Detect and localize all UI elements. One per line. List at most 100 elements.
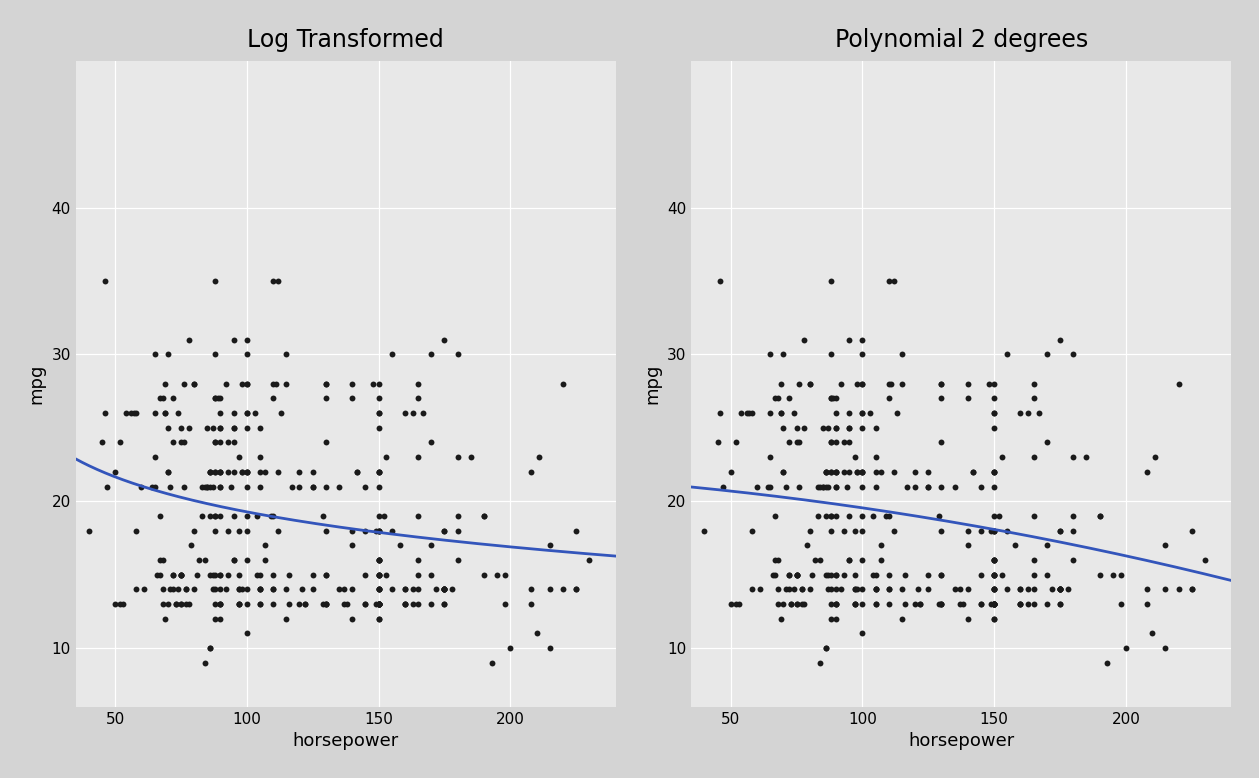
Point <box>816 480 836 492</box>
Point <box>826 510 846 522</box>
Point <box>237 465 257 478</box>
Point <box>729 598 749 610</box>
Point <box>997 348 1017 360</box>
Point <box>821 348 841 360</box>
Point <box>521 598 541 610</box>
Point <box>237 583 257 595</box>
Point <box>1168 377 1188 390</box>
Point <box>821 612 841 625</box>
Point <box>421 598 441 610</box>
Point <box>150 569 170 581</box>
Point <box>852 524 872 537</box>
Point <box>526 627 546 640</box>
Point <box>1050 598 1070 610</box>
Point <box>720 598 740 610</box>
Point <box>256 554 276 566</box>
Point <box>191 510 212 522</box>
Point <box>840 407 860 419</box>
Point <box>694 524 714 537</box>
Point <box>232 465 252 478</box>
Point <box>710 275 730 287</box>
Point <box>1042 583 1063 595</box>
Point <box>171 569 191 581</box>
Point <box>369 598 389 610</box>
Point <box>205 392 225 405</box>
Point <box>123 407 144 419</box>
Point <box>985 583 1005 595</box>
Point <box>316 392 336 405</box>
Point <box>104 598 125 610</box>
Point <box>189 554 209 566</box>
Point <box>840 510 860 522</box>
Point <box>369 612 389 625</box>
Point <box>794 334 815 346</box>
Point <box>249 465 269 478</box>
Point <box>157 598 178 610</box>
Point <box>787 422 807 434</box>
Point <box>833 569 854 581</box>
Point <box>218 524 238 537</box>
Point <box>905 465 925 478</box>
Point <box>395 598 415 610</box>
Point <box>205 436 225 449</box>
Point <box>229 524 249 537</box>
Point <box>944 480 964 492</box>
Point <box>195 554 215 566</box>
Point <box>1036 598 1056 610</box>
Point <box>932 377 952 390</box>
Point <box>990 510 1010 522</box>
Point <box>376 451 397 464</box>
Point <box>329 480 349 492</box>
Point <box>1019 598 1039 610</box>
Point <box>200 465 220 478</box>
Point <box>184 524 204 537</box>
Point <box>963 465 983 478</box>
Point <box>985 598 1005 610</box>
Point <box>369 392 389 405</box>
Point <box>218 436 238 449</box>
Point <box>768 583 788 595</box>
Point <box>894 569 914 581</box>
Point <box>157 348 178 360</box>
Point <box>263 583 283 595</box>
Point <box>210 569 230 581</box>
Point <box>169 407 189 419</box>
Point <box>174 480 194 492</box>
Point <box>985 598 1005 610</box>
Point <box>495 598 515 610</box>
Point <box>369 554 389 566</box>
Point <box>1050 583 1070 595</box>
Point <box>97 480 117 492</box>
Point <box>826 583 846 595</box>
Point <box>237 422 257 434</box>
Point <box>881 377 901 390</box>
Point <box>369 569 389 581</box>
Point <box>898 480 918 492</box>
Point <box>826 465 846 478</box>
Point <box>1024 598 1044 610</box>
Point <box>826 569 846 581</box>
Point <box>434 583 454 595</box>
Point <box>200 642 220 654</box>
Point <box>171 598 191 610</box>
Point <box>821 392 841 405</box>
Point <box>316 598 336 610</box>
Point <box>860 407 880 419</box>
Point <box>218 465 238 478</box>
Point <box>369 422 389 434</box>
Point <box>162 436 183 449</box>
Point <box>1182 583 1202 595</box>
Point <box>413 407 433 419</box>
Point <box>244 407 264 419</box>
Point <box>891 612 912 625</box>
Point <box>162 569 183 581</box>
Point <box>985 598 1005 610</box>
Point <box>918 465 938 478</box>
Point <box>985 569 1005 581</box>
Point <box>263 583 283 595</box>
Point <box>150 392 170 405</box>
Point <box>826 392 846 405</box>
Point <box>290 480 310 492</box>
Point <box>176 583 196 595</box>
Point <box>142 480 162 492</box>
